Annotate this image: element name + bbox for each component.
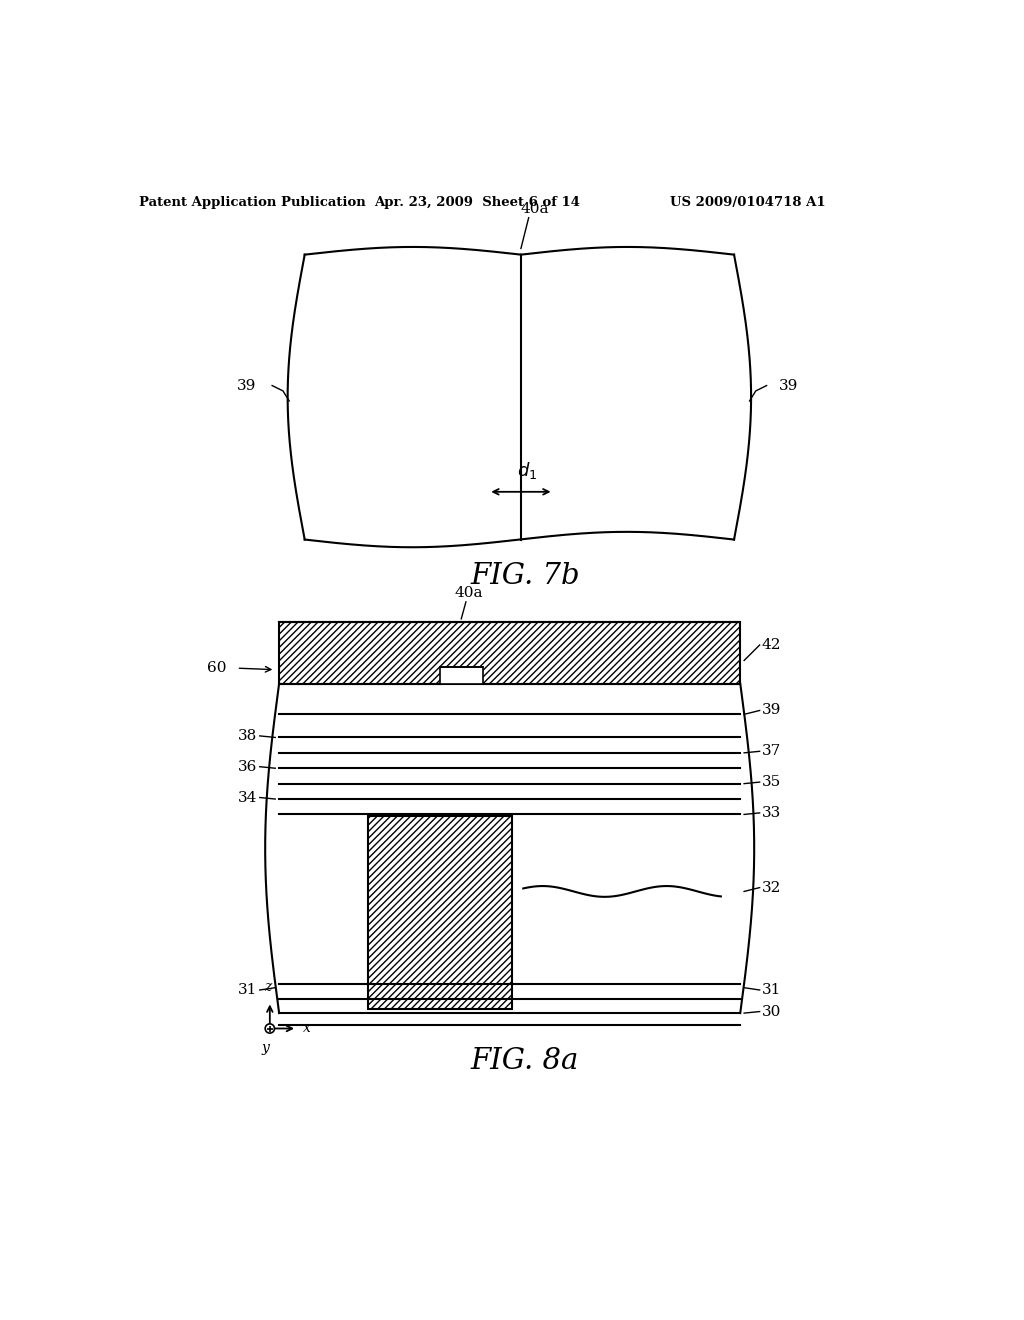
- Text: 38: 38: [239, 729, 257, 743]
- Text: FIG. 8a: FIG. 8a: [471, 1047, 579, 1074]
- Text: 30: 30: [762, 1005, 781, 1019]
- Text: Apr. 23, 2009  Sheet 6 of 14: Apr. 23, 2009 Sheet 6 of 14: [374, 195, 580, 209]
- Text: 40a: 40a: [520, 202, 549, 216]
- Text: 42: 42: [762, 638, 781, 652]
- Text: 32: 32: [762, 880, 781, 895]
- Text: 35: 35: [762, 775, 781, 789]
- Text: 33: 33: [762, 807, 781, 820]
- Text: US 2009/0104718 A1: US 2009/0104718 A1: [670, 195, 825, 209]
- Text: $d_1$: $d_1$: [517, 461, 538, 480]
- Text: 37: 37: [762, 744, 781, 758]
- Bar: [369, 816, 512, 1010]
- Text: 60: 60: [207, 661, 226, 675]
- Bar: [440, 667, 483, 684]
- Text: y: y: [262, 1040, 270, 1055]
- Text: 31: 31: [238, 983, 257, 997]
- Text: 39: 39: [762, 704, 781, 718]
- Text: 39: 39: [779, 379, 799, 392]
- Text: 40a: 40a: [455, 586, 483, 601]
- Text: 39: 39: [238, 379, 257, 392]
- Text: FIG. 7b: FIG. 7b: [470, 562, 580, 590]
- Circle shape: [265, 1024, 274, 1034]
- Text: x: x: [303, 1022, 311, 1035]
- Text: Patent Application Publication: Patent Application Publication: [138, 195, 366, 209]
- Text: 36: 36: [238, 760, 257, 774]
- Bar: [280, 622, 740, 684]
- Text: 34: 34: [238, 791, 257, 804]
- Text: 31: 31: [762, 983, 781, 997]
- Text: z: z: [264, 979, 271, 994]
